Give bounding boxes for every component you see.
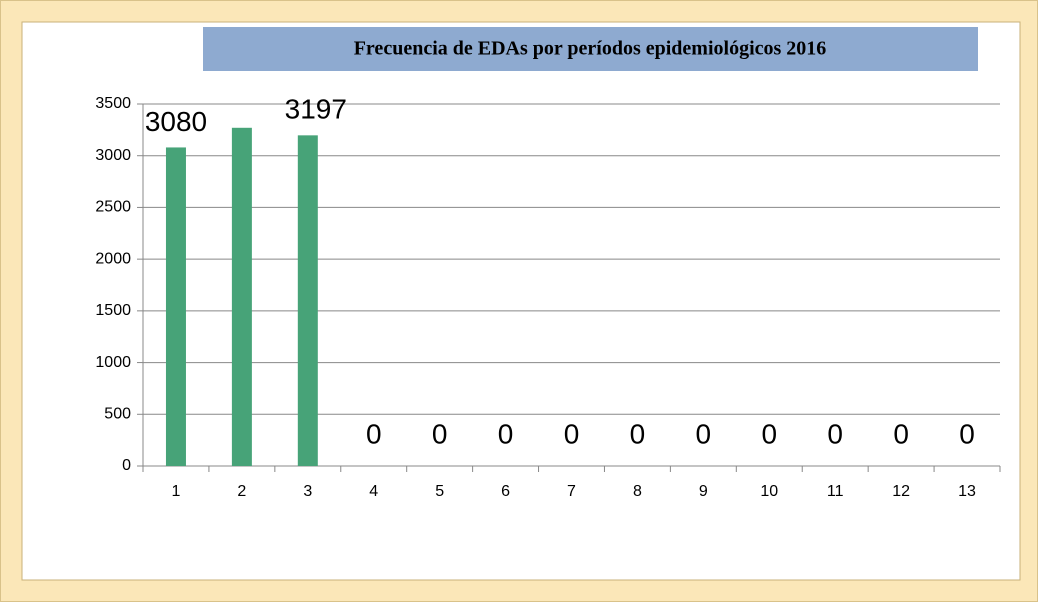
x-tick-label: 13 [958, 483, 976, 500]
y-tick-label: 1000 [95, 354, 131, 371]
x-tick-label: 1 [172, 483, 181, 500]
value-label: 0 [761, 418, 777, 449]
chart-title: Frecuencia de EDAs por períodos epidemio… [354, 38, 827, 60]
x-tick-label: 5 [435, 483, 444, 500]
x-tick-label: 6 [501, 483, 510, 500]
y-tick-label: 500 [104, 406, 131, 423]
panel [21, 21, 1021, 581]
title-box [203, 27, 978, 71]
x-tick-label: 2 [237, 483, 246, 500]
value-label: 0 [893, 418, 909, 449]
bar [165, 147, 186, 466]
value-label: 0 [827, 418, 843, 449]
y-tick-label: 1500 [95, 302, 131, 319]
bar [231, 127, 252, 466]
value-label: 0 [696, 418, 712, 449]
x-tick-label: 12 [892, 483, 910, 500]
x-tick-label: 9 [699, 483, 708, 500]
value-label: 0 [959, 418, 975, 449]
value-label: 3197 [285, 94, 347, 125]
x-tick-label: 7 [567, 483, 576, 500]
x-tick-label: 4 [369, 483, 378, 500]
x-tick-label: 10 [760, 483, 778, 500]
value-label: 0 [630, 418, 646, 449]
x-tick-label: 3 [303, 483, 312, 500]
y-tick-label: 3000 [95, 147, 131, 164]
value-label: 0 [564, 418, 580, 449]
value-label: 3080 [145, 106, 207, 137]
x-tick-label: 8 [633, 483, 642, 500]
y-tick-label: 2500 [95, 199, 131, 216]
value-label: 0 [432, 418, 448, 449]
bar [297, 135, 318, 466]
value-label: 0 [366, 418, 382, 449]
x-tick-label: 11 [827, 483, 844, 500]
y-tick-label: 3500 [95, 95, 131, 112]
y-tick-label: 2000 [95, 250, 131, 267]
value-label: 0 [498, 418, 514, 449]
y-tick-label: 0 [122, 457, 131, 474]
